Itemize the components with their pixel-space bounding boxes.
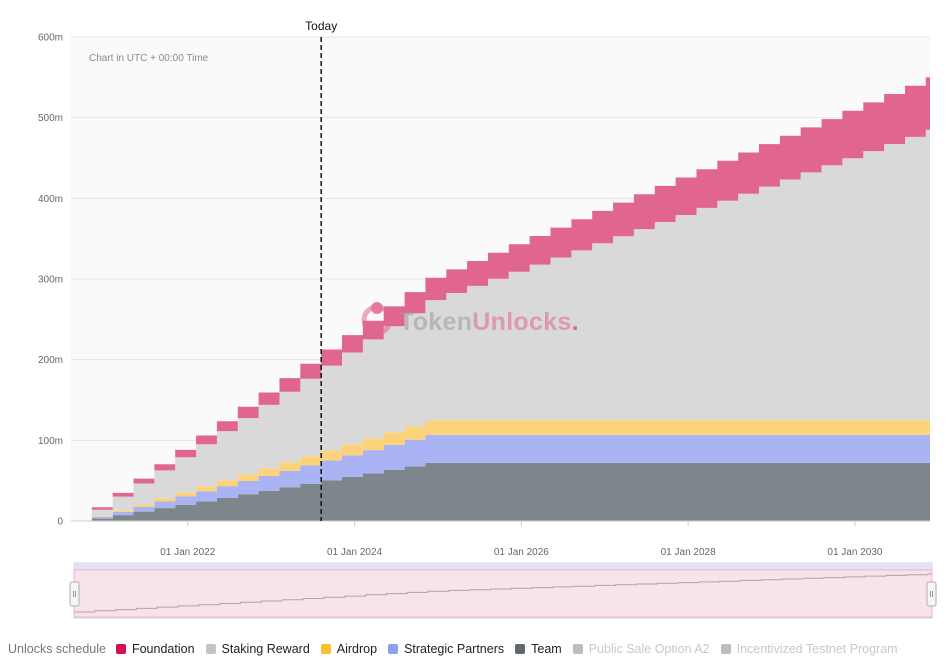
x-axis: 01 Jan 2022 01 Jan 2024 01 Jan 2026 01 Jan … (160, 521, 883, 558)
navigator-scrollbar[interactable] (74, 563, 932, 570)
y-tick-label: 0 (57, 517, 63, 528)
legend-item-incentivized-testnet-program[interactable]: Incentivized Testnet Program (720, 642, 898, 656)
area-staking-reward (71, 129, 930, 522)
navigator-selection[interactable] (73, 569, 933, 618)
navigator[interactable]: II II (69, 562, 937, 619)
today-marker-label: Today (305, 19, 337, 33)
area-airdrop (71, 420, 930, 521)
area-foundation (71, 77, 930, 522)
legend-item-team[interactable]: Team (515, 642, 562, 656)
navigator-series-line (74, 573, 932, 613)
legend-label: Strategic Partners (404, 642, 505, 656)
x-tick-label: 01 Jan 2026 (494, 547, 549, 558)
navigator-left-grip-icon: II (72, 590, 76, 599)
legend-label: Foundation (131, 642, 195, 656)
navigator-right-handle[interactable]: II (926, 581, 937, 607)
legend-swatch-icon (572, 644, 583, 654)
x-tick-label: 01 Jan 2028 (661, 547, 716, 558)
legend-label: Airdrop (336, 642, 378, 656)
legend-swatch-icon (515, 644, 526, 654)
y-tick-label: 400m (38, 194, 63, 205)
x-tick-label: 01 Jan 2030 (827, 547, 882, 558)
area-team (71, 462, 930, 521)
legend-label: Public Sale Option A2 (588, 642, 710, 656)
chart-note: Chart in UTC + 00:00 Time (89, 53, 209, 64)
watermark: TokenUnlocks. (361, 302, 579, 336)
legend-swatch-icon (205, 644, 216, 654)
legend-label: Incentivized Testnet Program (736, 642, 898, 656)
legend-label: Team (531, 642, 562, 656)
legend-label: Staking Reward (221, 642, 310, 656)
legend-swatch-icon (320, 644, 331, 654)
y-tick-label: 600m (38, 33, 63, 44)
legend: Unlocks schedule Foundation Staking Rewa… (8, 641, 909, 657)
navigator-left-handle[interactable]: II (69, 581, 80, 607)
legend-item-strategic-partners[interactable]: Strategic Partners (388, 642, 504, 656)
y-tick-label: 200m (38, 355, 63, 366)
y-tick-label: 100m (38, 436, 63, 447)
watermark-dot: . (572, 308, 579, 336)
watermark-logo-dot (371, 302, 383, 314)
watermark-token: Token (399, 308, 472, 336)
y-axis: 0 100m 200m 300m 400m 500m 600m (38, 33, 63, 528)
legend-item-staking-reward[interactable]: Staking Reward (205, 642, 310, 656)
series-areas (71, 77, 930, 522)
legend-item-airdrop[interactable]: Airdrop (320, 642, 378, 656)
legend-swatch-icon (720, 644, 731, 654)
legend-item-foundation[interactable]: Foundation (115, 642, 195, 656)
legend-swatch-icon (115, 644, 126, 654)
area-strategic-partners (71, 434, 930, 521)
y-tick-label: 500m (38, 113, 63, 124)
navigator-right-grip-icon: II (929, 590, 933, 599)
x-tick-label: 01 Jan 2022 (160, 547, 215, 558)
y-tick-label: 300m (38, 275, 63, 286)
legend-title: Unlocks schedule (8, 642, 106, 656)
legend-swatch-icon (388, 644, 399, 654)
x-tick-label: 01 Jan 2024 (327, 547, 382, 558)
watermark-unlocks: Unlocks (472, 308, 571, 336)
svg-text:TokenUnlocks.: TokenUnlocks. (399, 308, 579, 336)
legend-item-public-sale-option-a2[interactable]: Public Sale Option A2 (572, 642, 710, 656)
